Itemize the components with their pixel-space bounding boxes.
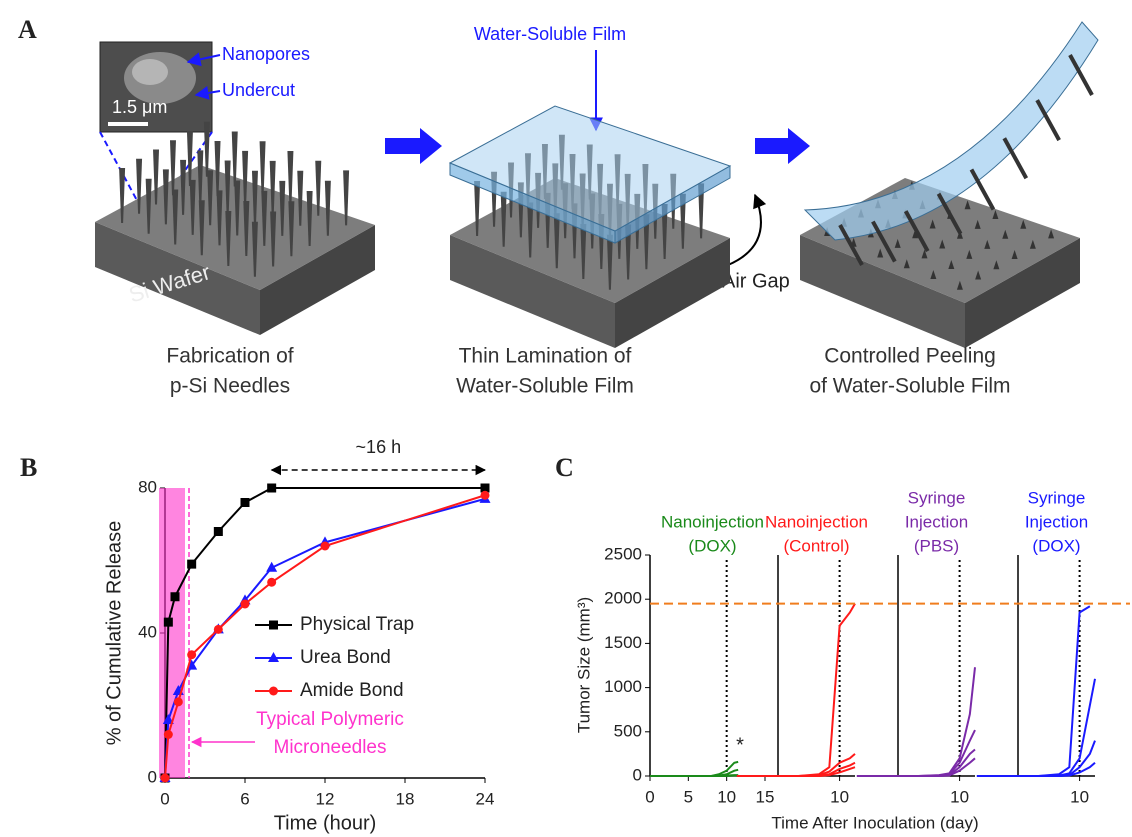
panel-title: Nanoinjection [765,512,868,531]
step-arrow [755,128,810,164]
legend-marker [269,687,278,696]
x-tick-label: 5 [684,787,693,806]
callout: Nanopores [222,44,310,64]
step-caption: Controlled Peeling [824,345,996,368]
y-tick-label: 40 [138,622,157,641]
y-tick-label: 2000 [604,589,642,608]
y-tick-label: 1000 [604,677,642,696]
marker [241,498,250,507]
callout: Undercut [222,80,295,100]
panel-title: (PBS) [914,536,959,555]
panel-letter: C [555,453,574,482]
marker [267,578,276,587]
step-caption: Water-Soluble Film [456,375,634,398]
series-line [977,741,1095,776]
step-arrow [385,128,442,164]
marker [481,491,490,500]
gap-arrow [728,195,761,265]
step-caption: Thin Lamination of [459,345,632,368]
panel-title: (DOX) [1032,536,1080,555]
y-tick-label: 80 [138,477,157,496]
x-tick-label: 18 [396,789,415,808]
x-tick-label: 10 [950,787,969,806]
marker [174,697,183,706]
marker [214,625,223,634]
step-caption: p-Si Needles [170,375,290,398]
highlight-label: Microneedles [274,737,387,758]
marker [321,542,330,551]
panel-title: (Control) [783,536,849,555]
series-line [977,679,1095,776]
step-caption: of Water-Soluble Film [809,375,1010,398]
y-tick-label: 1500 [604,633,642,652]
panel-title: Injection [1025,512,1088,531]
marker [267,484,276,493]
y-axis-title: % of Cumulative Release [103,521,125,746]
panel-letter: B [20,453,37,482]
scale-label: 1.5 μm [112,97,167,117]
panel-title: Syringe [1028,488,1086,507]
x-tick-label: 12 [316,789,335,808]
x-tick-label: 0 [645,787,654,806]
x-tick-label: 10 [717,787,736,806]
panel-letter: A [18,15,37,44]
marker [187,650,196,659]
marker [164,730,173,739]
legend-label: Urea Bond [300,647,391,668]
marker [241,600,250,609]
x-axis-title: Time After Inoculation (day) [771,813,978,832]
y-tick-label: 0 [633,765,642,784]
y-tick-label: 2500 [604,544,642,563]
legend-marker [269,621,278,630]
span-label: ~16 h [356,437,402,457]
series-line [977,606,1090,776]
panel-title: Nanoinjection [661,512,764,531]
x-tick-label: 10 [830,787,849,806]
legend-label: Amide Bond [300,680,404,701]
panel-a: A 1.5 μm Nanopores Undercut Water-Solubl… [18,15,1098,398]
film-label: Water-Soluble Film [474,24,626,44]
x-tick-label: 0 [160,789,169,808]
x-axis-title: Time (hour) [274,812,377,834]
marker [161,774,170,783]
series-line [857,667,975,776]
marker [164,618,173,627]
panel-title: Syringe [908,488,966,507]
marker [171,592,180,601]
x-tick-label: 15 [756,787,775,806]
panel-title: Injection [905,512,968,531]
panel-title: (DOX) [688,536,736,555]
legend-label: Physical Trap [300,614,414,635]
significance: * [736,735,744,757]
x-tick-label: 24 [476,789,495,808]
highlight-label: Typical Polymeric [256,709,404,730]
marker [214,527,223,536]
marker [187,560,196,569]
series-line [737,604,855,776]
y-axis-title: Tumor Size (mm³) [574,597,593,733]
step-caption: Fabrication of [166,345,293,368]
x-tick-label: 6 [240,789,249,808]
series-line [737,767,855,776]
y-tick-label: 500 [614,721,642,740]
y-tick-label: 0 [148,767,157,786]
gap-label: Air Gap [722,270,790,292]
x-tick-label: 10 [1070,787,1089,806]
figure: A 1.5 μm Nanopores Undercut Water-Solubl… [0,0,1132,837]
sem-texture [132,59,168,85]
